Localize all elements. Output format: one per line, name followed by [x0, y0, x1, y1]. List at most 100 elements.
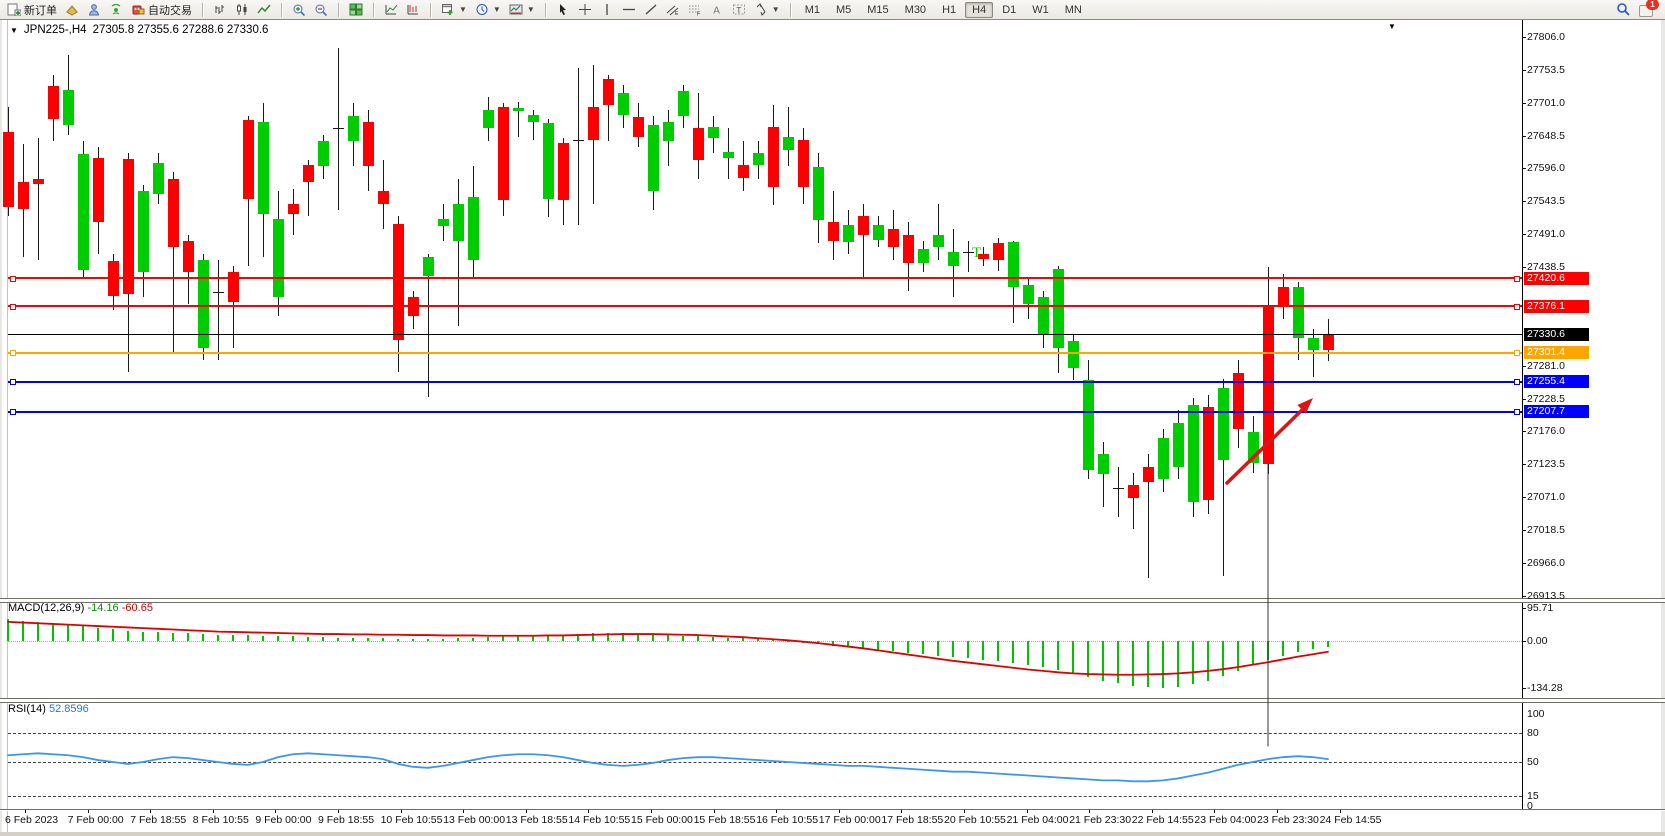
horizontal-line-object[interactable] — [8, 334, 1522, 336]
horizontal-line-object[interactable] — [8, 305, 1522, 308]
channel-tool-button[interactable]: E — [662, 1, 684, 18]
history-center-button[interactable] — [61, 1, 83, 18]
line-handle[interactable] — [10, 303, 16, 310]
price-axis-label: 27228.5 — [1527, 392, 1565, 405]
text-tool-button[interactable]: A — [706, 1, 728, 18]
autotrade-button[interactable]: 自动交易 — [127, 0, 196, 20]
signal-button[interactable] — [105, 1, 127, 18]
price-axis-tick — [1522, 464, 1526, 466]
bull-candle — [947, 252, 959, 267]
bull-candle — [647, 124, 659, 192]
chart-shift-marker[interactable]: ▼ — [1388, 22, 1396, 31]
horizontal-line-object[interactable] — [8, 277, 1522, 280]
macd-histogram-bar — [592, 633, 594, 641]
bull-candle — [1307, 337, 1319, 351]
line-handle[interactable] — [1514, 379, 1520, 386]
macd-histogram-bar — [862, 641, 864, 649]
zoom-out-icon — [315, 4, 328, 16]
bear-candle — [797, 139, 809, 187]
macd-histogram-bar — [697, 636, 699, 641]
line-handle[interactable] — [10, 409, 16, 416]
price-axis-tick — [1522, 102, 1526, 104]
timeframe-m15[interactable]: M15 — [867, 3, 889, 16]
arrows-tool-button[interactable]: ▼ — [750, 1, 784, 18]
indicators-list-button[interactable] — [380, 1, 402, 18]
timeframe-m5[interactable]: M5 — [835, 3, 852, 16]
notifications-button[interactable]: 1 — [1639, 0, 1659, 17]
time-axis-label: 7 Feb 18:55 — [130, 814, 187, 826]
toolbar-separator — [430, 2, 431, 17]
macd-axis-tick — [1522, 641, 1526, 642]
new-order-button[interactable]: 新订单 — [3, 0, 61, 20]
macd-pane-splitter[interactable] — [0, 598, 1665, 603]
line-handle[interactable] — [10, 275, 16, 282]
timeframe-h4[interactable]: H4 — [965, 1, 994, 18]
time-axis-label: 14 Feb 10:55 — [568, 814, 631, 826]
macd-zero-line — [8, 641, 1522, 642]
horizontal-line-object[interactable] — [8, 351, 1522, 354]
price-axis-label: 27491.0 — [1527, 228, 1565, 241]
candle-chart-button[interactable] — [231, 1, 253, 18]
template-button[interactable]: ▼ — [505, 1, 539, 18]
price-line-label: 27255.4 — [1524, 375, 1589, 389]
price-axis-tick — [1522, 168, 1526, 170]
line-handle[interactable] — [1514, 350, 1520, 357]
macd-histogram-bar — [1207, 641, 1209, 681]
tile-windows-button[interactable] — [345, 1, 367, 18]
vline-tool-button[interactable] — [596, 1, 618, 18]
line-handle[interactable] — [1514, 409, 1520, 416]
line-handle[interactable] — [1514, 275, 1520, 282]
cursor-tool-button[interactable] — [552, 1, 574, 18]
period-button[interactable]: ▼ — [471, 1, 505, 18]
t-arrow-object[interactable]: T — [972, 245, 982, 261]
horizontal-line-object[interactable] — [8, 410, 1522, 413]
fibonacci-tool-button[interactable]: F — [684, 1, 706, 18]
bar-chart-button[interactable] — [209, 1, 231, 18]
bull-candle — [1052, 269, 1064, 348]
add-chart-button[interactable]: ▼ — [437, 1, 471, 18]
label-tool-button[interactable]: T — [728, 1, 750, 18]
timeframe-d1[interactable]: D1 — [1002, 3, 1017, 16]
candle-wick — [172, 172, 174, 354]
crosshair-tool-button[interactable] — [574, 1, 596, 18]
macd-histogram-bar — [877, 641, 879, 651]
collapse-triangle-icon[interactable]: ▼ — [10, 25, 18, 35]
svg-text:A: A — [713, 6, 720, 17]
timeframe-w1[interactable]: W1 — [1032, 3, 1049, 16]
toolbar-separator — [544, 2, 546, 17]
zoom-out-button[interactable] — [310, 1, 332, 18]
time-axis-label: 9 Feb 00:00 — [255, 814, 312, 826]
candle-wick — [1222, 378, 1224, 577]
price-axis-separator — [1522, 20, 1523, 811]
bull-candle — [722, 151, 734, 158]
hline-tool-button[interactable] — [618, 1, 640, 18]
line-handle[interactable] — [10, 379, 16, 386]
toolbar-separator — [373, 2, 374, 17]
macd-histogram-bar — [1237, 641, 1239, 671]
line-handle[interactable] — [1514, 303, 1520, 310]
rsi-value: 52.8596 — [48, 703, 89, 715]
time-axis-tick — [964, 810, 965, 813]
horizontal-line-object[interactable] — [8, 380, 1522, 383]
rsi-pane-splitter[interactable] — [0, 698, 1665, 703]
timeframe-m1[interactable]: M1 — [804, 3, 820, 16]
search-icon[interactable] — [1616, 2, 1631, 17]
timeframe-mn[interactable]: MN — [1064, 3, 1082, 16]
chart-title[interactable]: ▼ JPN225-,H4 27305.8 27355.6 27288.6 273… — [10, 24, 268, 36]
time-axis-label: 24 Feb 14:55 — [1319, 814, 1382, 826]
indicator-window-button[interactable] — [402, 1, 424, 18]
macd-histogram-bar — [772, 640, 774, 642]
candle-wick — [1132, 472, 1134, 530]
price-line-label: 27420.6 — [1524, 271, 1589, 285]
zoom-in-button[interactable] — [288, 1, 310, 18]
line-handle[interactable] — [10, 350, 16, 357]
timeframe-m30[interactable]: M30 — [904, 3, 927, 16]
macd-histogram-bar — [1012, 641, 1014, 663]
contacts-button[interactable] — [83, 1, 105, 18]
bear-candle — [587, 107, 599, 140]
macd-histogram-bar — [112, 629, 114, 641]
timeframe-h1[interactable]: H1 — [942, 3, 957, 16]
line-chart-button[interactable] — [253, 1, 275, 18]
trendline-tool-button[interactable] — [640, 1, 662, 18]
time-axis-label: 15 Feb 18:55 — [693, 814, 756, 826]
